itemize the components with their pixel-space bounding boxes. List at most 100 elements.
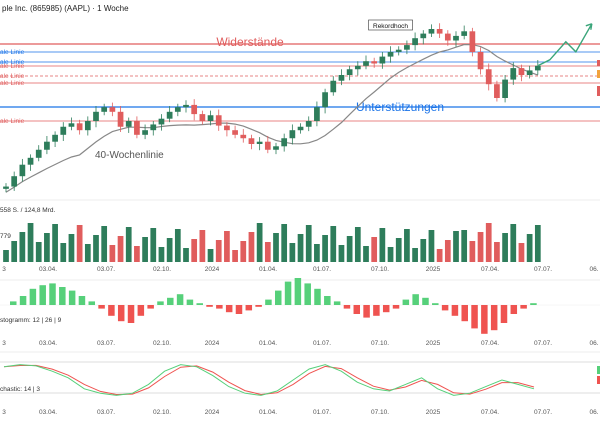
- volume-bar: [240, 241, 247, 262]
- volume-bar: [232, 250, 238, 262]
- candle-body: [240, 134, 247, 139]
- x-tick-macd: 2024: [205, 340, 220, 347]
- volume-bar: [134, 246, 140, 262]
- candle-body: [469, 31, 476, 52]
- candle-body: [166, 111, 173, 119]
- candle-body: [60, 126, 67, 135]
- x-tick-macd: 02.10.: [153, 340, 171, 347]
- volume-bar: [436, 249, 443, 262]
- volume-bar: [11, 241, 18, 262]
- macd-bar: [78, 296, 86, 305]
- candle-body: [510, 68, 517, 80]
- x-tick-stoch: 07.04.: [481, 409, 499, 416]
- projection-arrowhead: [585, 23, 593, 30]
- x-tick-stoch: 07.10.: [371, 409, 389, 416]
- candle-body: [27, 157, 34, 165]
- right-edge-marker: [597, 70, 600, 78]
- candle-body: [199, 114, 206, 121]
- x-tick-stoch: 07.07.: [534, 409, 552, 416]
- macd-bar: [382, 305, 390, 313]
- volume-bar: [379, 228, 386, 262]
- volume-bar: [248, 232, 255, 262]
- candle-body: [84, 121, 91, 131]
- macd-bar: [206, 305, 213, 307]
- volume-bar: [305, 225, 312, 262]
- right-edge-marker: [597, 60, 600, 66]
- volume-bar: [109, 245, 116, 262]
- x-tick-volume: 01.07.: [313, 266, 331, 273]
- macd-bar: [324, 296, 331, 305]
- stoch-label: chastic: 14 | 3: [0, 386, 40, 393]
- candle-body: [363, 61, 369, 66]
- macd-bar: [451, 305, 459, 316]
- volume-bar: [166, 238, 173, 262]
- candle-body: [207, 115, 214, 121]
- candle-body: [444, 33, 451, 41]
- volume-bar: [420, 239, 427, 262]
- volume-bar: [510, 224, 517, 262]
- right-edge-marker: [597, 366, 600, 374]
- macd-bar: [373, 305, 380, 316]
- volume-bar: [150, 228, 157, 262]
- macd-bar: [127, 305, 135, 323]
- x-tick-macd: 01.04.: [259, 340, 277, 347]
- macd-bar: [19, 296, 27, 305]
- volume-bar: [158, 247, 165, 262]
- hline-label-4: ale Linie: [0, 73, 25, 80]
- x-tick-stoch: 3: [2, 409, 6, 416]
- volume-bar: [84, 244, 91, 262]
- volume-bar: [27, 223, 34, 262]
- label-40week: 40-Wochenlinie: [95, 150, 164, 161]
- candle-body: [330, 80, 337, 93]
- x-tick-macd: 06.: [589, 340, 598, 347]
- x-tick-volume: 06.: [589, 266, 598, 273]
- ma40-line: [5, 44, 539, 193]
- macd-bar: [461, 305, 468, 322]
- volume-bar: [387, 247, 394, 262]
- candle-body: [387, 52, 394, 57]
- macd-bar: [137, 305, 145, 316]
- volume-bar: [330, 226, 337, 262]
- candle-body: [404, 45, 410, 50]
- macd-bar: [275, 290, 282, 305]
- volume-bar: [428, 230, 435, 262]
- candle-body: [125, 121, 132, 127]
- macd-bar: [245, 305, 253, 311]
- macd-bar: [441, 305, 449, 311]
- candle-body: [248, 138, 255, 144]
- candle-body: [354, 65, 361, 70]
- volume-bar: [117, 236, 124, 262]
- volume-bar: [322, 235, 328, 262]
- chart-title: ple Inc. (865985) (AAPL) · 1 Woche: [2, 4, 129, 13]
- macd-bar: [520, 305, 527, 309]
- macd-bar: [490, 305, 498, 331]
- x-tick-macd: 07.10.: [371, 340, 389, 347]
- macd-bar: [117, 305, 125, 322]
- volume-bar: [264, 242, 271, 262]
- volume-bar: [60, 243, 67, 262]
- macd-bar: [225, 305, 233, 313]
- candle-body: [305, 121, 312, 127]
- candle-body: [477, 52, 484, 70]
- x-tick-volume: 03.04.: [39, 266, 57, 273]
- projection-line: [537, 23, 593, 67]
- volume-bar: [224, 231, 230, 262]
- candle-body: [3, 186, 9, 189]
- x-tick-stoch: 03.07.: [97, 409, 115, 416]
- candle-body: [264, 141, 271, 150]
- candle-body: [150, 124, 157, 131]
- volume-bar: [314, 244, 320, 262]
- x-tick-macd: 07.04.: [481, 340, 499, 347]
- x-tick-macd: 01.07.: [313, 340, 331, 347]
- right-edge-marker: [597, 86, 600, 96]
- volume-bar: [35, 242, 42, 262]
- x-tick-macd: 03.07.: [97, 340, 115, 347]
- label-supports: Unterstützungen: [356, 100, 444, 114]
- record-label: Rekordhoch: [373, 23, 408, 30]
- macd-bar: [432, 303, 439, 305]
- volume-bar: [93, 235, 99, 262]
- volume-bar: [183, 248, 189, 262]
- label-resistances: Widerstände: [216, 35, 284, 49]
- volume-bar: [289, 243, 296, 262]
